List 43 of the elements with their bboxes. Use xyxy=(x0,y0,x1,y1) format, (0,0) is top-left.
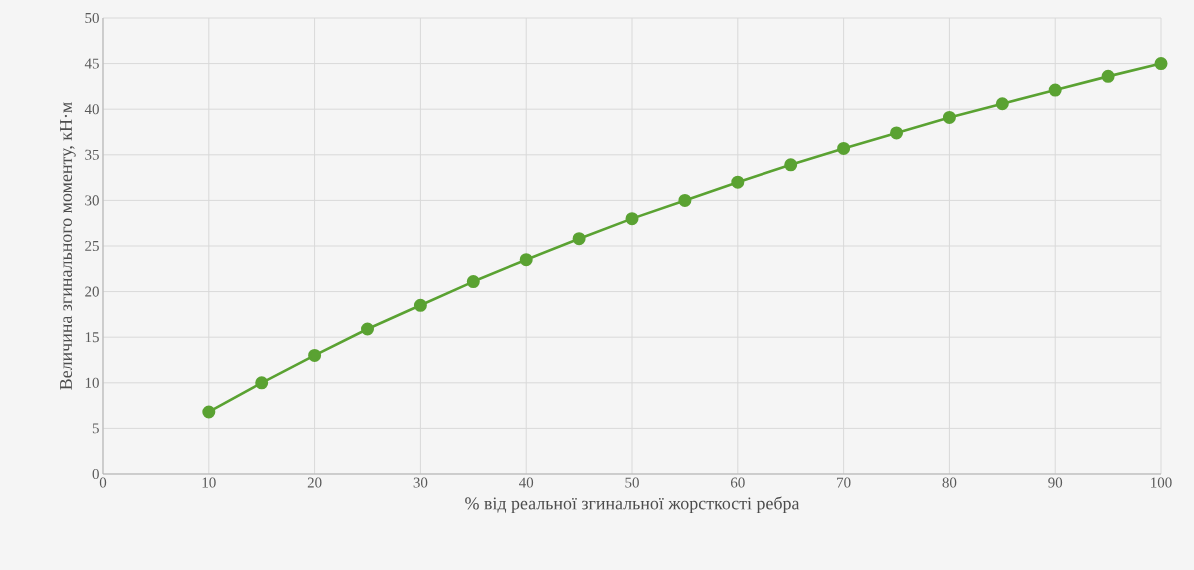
point xyxy=(519,253,533,267)
x-tick-label: 50 xyxy=(625,477,639,488)
y-tick-label: 15 xyxy=(85,332,99,343)
point xyxy=(731,175,745,189)
x-tick-label: 60 xyxy=(730,477,745,488)
y-tick-label: 35 xyxy=(85,149,99,160)
point xyxy=(361,322,374,336)
x-tick-label: 80 xyxy=(942,477,957,488)
point xyxy=(572,232,586,246)
point xyxy=(890,126,904,140)
point xyxy=(1101,69,1115,83)
y-tick-label: 20 xyxy=(85,286,99,297)
point xyxy=(466,275,480,289)
point xyxy=(308,348,322,362)
x-tick-label: 100 xyxy=(1151,477,1172,488)
x-axis-title: % від реальної згинальної жорсткості ребра xyxy=(465,496,800,514)
y-axis-title: Величина згинального моменту, кН·м xyxy=(60,102,76,390)
y-tick-label: 30 xyxy=(85,195,99,206)
x-tick-label: 0 xyxy=(99,477,107,488)
y-tick-label: 5 xyxy=(92,423,99,434)
point xyxy=(1154,57,1168,71)
point xyxy=(1048,83,1062,97)
x-tick-label: 70 xyxy=(837,477,851,488)
point xyxy=(413,298,427,312)
y-tick-label: 40 xyxy=(84,104,99,115)
point xyxy=(625,212,639,226)
y-tick-label: 10 xyxy=(85,377,99,388)
point xyxy=(255,376,269,390)
point xyxy=(942,110,956,124)
point xyxy=(837,141,851,155)
point xyxy=(784,158,798,172)
x-tick-label: 30 xyxy=(413,477,428,488)
y-tick-label: 45 xyxy=(84,58,99,69)
y-tick-label: 25 xyxy=(85,240,99,252)
point xyxy=(202,405,216,419)
x-tick-label: 20 xyxy=(307,477,322,488)
x-tick-label: 90 xyxy=(1048,477,1063,488)
point xyxy=(678,193,692,207)
y-tick-label: 50 xyxy=(85,12,99,24)
x-tick-label: 10 xyxy=(202,477,216,488)
x-tick-label: 40 xyxy=(519,477,534,488)
point xyxy=(995,97,1009,111)
y-tick-label: 0 xyxy=(92,468,99,480)
